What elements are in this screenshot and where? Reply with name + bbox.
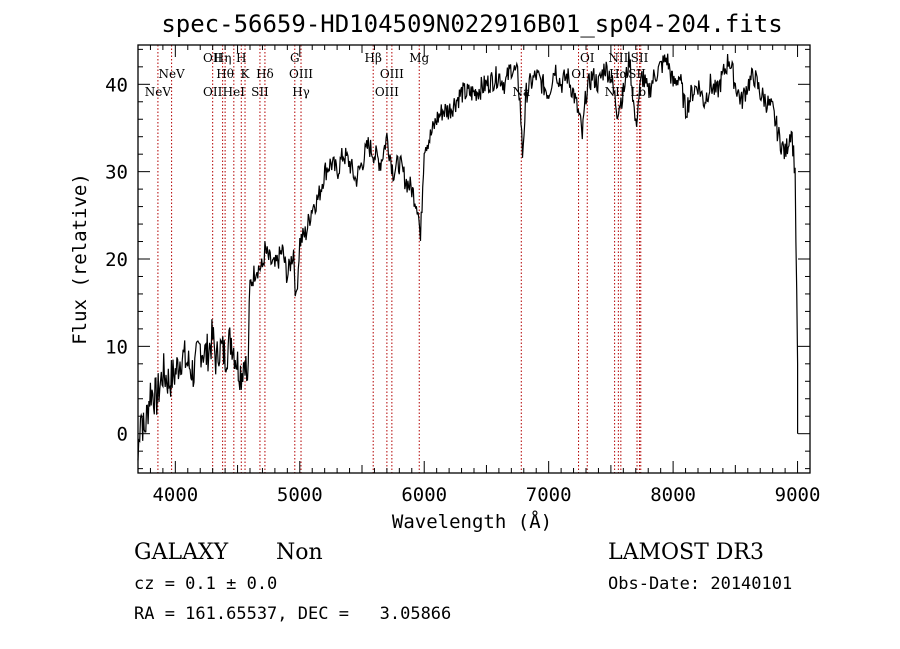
emission-line-label: NII — [608, 51, 628, 65]
x-tick-label: 8000 — [650, 484, 696, 506]
emission-line-label: Lb — [630, 85, 646, 99]
emission-line-label: OIII — [380, 67, 404, 81]
x-tick-label: 5000 — [277, 484, 323, 506]
spectrum-series-line — [137, 51, 799, 461]
emission-line-label: OIII — [289, 67, 313, 81]
emission-line-label: NeV — [158, 67, 185, 81]
emission-line-label: NeV — [145, 85, 172, 99]
emission-line-label: Hγ — [292, 85, 310, 99]
emission-line-label: Hα — [609, 67, 628, 81]
emission-line-label: SII — [631, 51, 649, 65]
emission-line-label: H — [236, 51, 246, 65]
object-subclass: Non — [276, 540, 323, 565]
emission-line-label: SII — [251, 85, 269, 99]
emission-line-label: HeI — [223, 85, 246, 99]
survey-name: LAMOST DR3 — [608, 540, 764, 565]
emission-line-label: Hη — [214, 51, 232, 65]
x-axis-label: Wavelength (Å) — [392, 510, 552, 533]
ra-dec-coordinates: RA = 161.65537, DEC = 3.05866 — [134, 604, 451, 624]
emission-line-label: Hβ — [364, 51, 381, 65]
y-tick-label: 30 — [105, 162, 128, 184]
emission-line-label: Hδ — [256, 67, 274, 81]
emission-line-label: OII — [203, 85, 223, 99]
emission-line-label: Mg — [409, 51, 429, 65]
object-class: GALAXY — [134, 540, 229, 565]
emission-line-label: OI — [571, 67, 586, 81]
emission-line-markers — [157, 45, 642, 473]
y-tick-label: 0 — [117, 424, 128, 446]
emission-line-label: K — [241, 67, 251, 81]
plot-frame — [137, 44, 811, 474]
x-tick-label: 4000 — [152, 484, 198, 506]
emission-line-label: OII — [203, 51, 223, 65]
y-tick-label: 10 — [105, 336, 128, 358]
x-tick-label: 9000 — [775, 484, 821, 506]
y-axis-ticks: 0 10 20 30 40 — [105, 48, 810, 470]
y-tick-label: 40 — [105, 74, 128, 96]
chart-title: spec-56659-HD104509N022916B01_sp04-204.f… — [161, 10, 782, 38]
y-axis-label: Flux (relative) — [69, 173, 91, 345]
emission-line-label: G — [290, 51, 300, 65]
emission-line-label: OIII — [375, 85, 399, 99]
emission-line-label: SII — [628, 67, 646, 81]
emission-line-label: OI — [580, 51, 595, 65]
redshift-cz: cz = 0.1 ± 0.0 — [134, 574, 277, 594]
x-tick-label: 7000 — [526, 484, 572, 506]
x-tick-label: 6000 — [401, 484, 447, 506]
x-axis-ticks: 4000 5000 6000 7000 8000 9000 — [137, 45, 821, 506]
observation-date: Obs-Date: 20140101 — [608, 574, 792, 594]
emission-line-label: Hθ — [216, 67, 234, 81]
y-tick-label: 20 — [105, 249, 128, 271]
